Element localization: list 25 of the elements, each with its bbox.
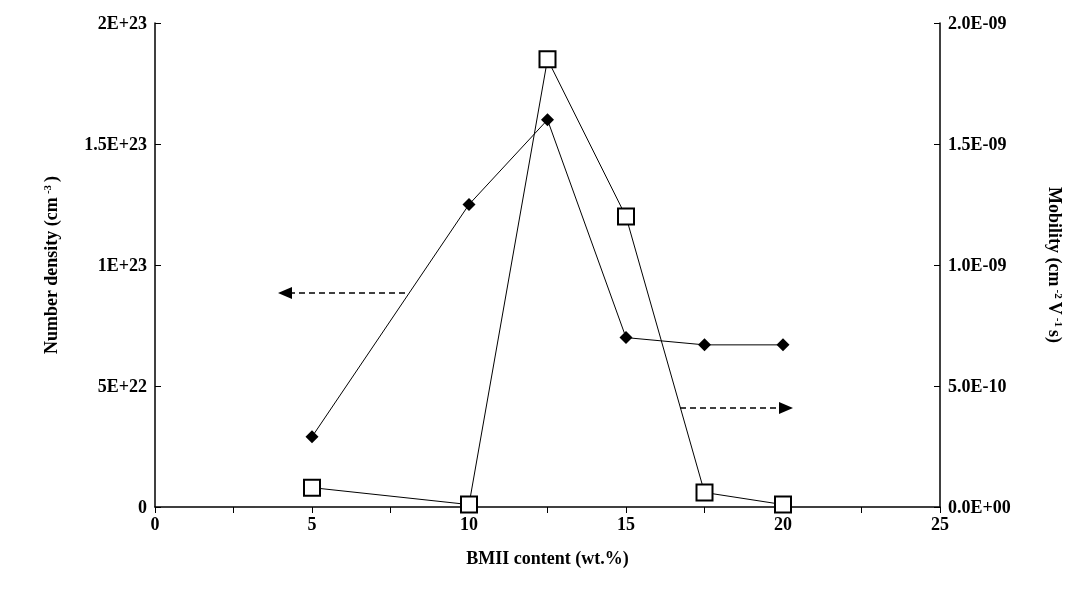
y2-tick-label: 2.0E-09 [948,13,1007,33]
point [303,478,321,497]
y2-tick-label: 5.0E-10 [948,376,1007,396]
x-tick-label: 25 [931,514,949,534]
point [695,483,714,502]
point [774,495,792,514]
y-tick-label: 1.5E+23 [84,134,147,154]
y2-tick-label: 1.0E-09 [948,255,1007,275]
x-tick-label: 20 [774,514,792,534]
y2-tick-label: 0.0E+00 [948,497,1011,517]
y2-axis-title: Mobility (cm-2V-1s) [1043,187,1065,343]
y-tick-label: 1E+23 [97,255,147,275]
y-axis-title: Number density (cm-3) [40,175,62,354]
point [460,495,478,514]
point [538,50,557,69]
y-tick-label: 2E+23 [97,13,147,33]
x-tick-label: 0 [150,514,160,534]
y-tick-label: 5E+22 [97,376,147,396]
y2-tick-label: 1.5E-09 [948,134,1007,154]
x-tick-label: 10 [460,514,478,534]
x-tick-label: 15 [617,514,635,534]
point [617,207,635,226]
x-tick-label: 5 [307,514,317,534]
x-axis-title: BMII content (wt.%) [466,548,629,569]
y-tick-label: 0 [138,497,147,517]
